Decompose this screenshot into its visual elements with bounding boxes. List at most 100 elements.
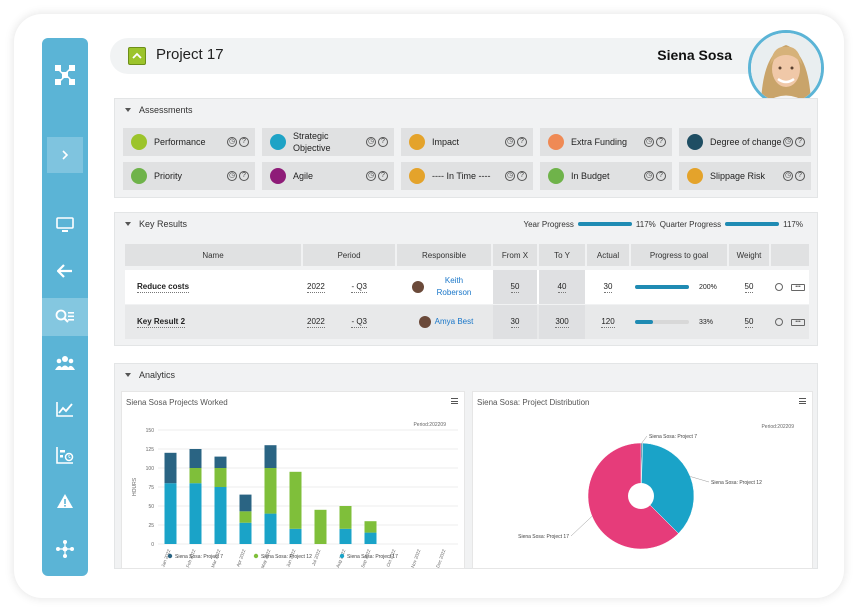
column-header[interactable]: Name [125,244,301,266]
help-icon[interactable]: ? [795,137,805,147]
x-tick-label: Dec 2022 [435,548,446,568]
period-quarter[interactable]: - Q3 [351,316,367,328]
to-value[interactable]: 40 [557,281,567,293]
logo-icon[interactable] [42,56,88,94]
table-row[interactable]: Key Result 2 2022 - Q3 Amya Best 30 300 120 33%… [125,305,809,339]
assessment-label: Extra Funding [571,137,628,147]
pie-chart-period: Period:202209 [761,424,794,430]
key-result-name[interactable]: Key Result 2 [137,316,186,328]
table-row[interactable]: Reduce costs 2022 - Q3 Keith Roberson 50 40 30… [125,270,809,304]
assessment-card[interactable]: Impact ◷? [401,128,533,156]
history-icon[interactable]: ◷ [783,171,793,181]
bar-segment [264,445,277,468]
column-header[interactable]: From X [493,244,537,266]
help-icon[interactable]: ? [517,137,527,147]
column-header[interactable]: To Y [539,244,585,266]
history-icon[interactable]: ◷ [366,137,376,147]
x-tick-label: Jan 2022 [160,548,171,568]
assessment-status-dot [548,168,564,184]
history-icon[interactable]: ◷ [644,137,654,147]
monitor-icon[interactable] [42,206,88,244]
pie-slice-label: Siena Sosa: Project 12 [711,480,762,486]
user-name: Siena Sosa [657,47,732,63]
actual-value[interactable]: 30 [603,281,613,293]
column-header[interactable]: Period [303,244,395,266]
period-quarter[interactable]: - Q3 [351,281,367,293]
collapse-project-button[interactable] [128,47,146,65]
back-arrow-icon[interactable] [42,252,88,290]
help-icon[interactable]: ? [517,171,527,181]
history-icon[interactable]: ◷ [783,137,793,147]
assessment-card[interactable]: Degree of change ◷? [679,128,811,156]
period-year[interactable]: 2022 [307,316,325,328]
assessment-card[interactable]: In Budget ◷? [540,162,672,190]
history-icon[interactable]: ◷ [227,171,237,181]
analytics-header[interactable]: Analytics [115,364,817,386]
column-header[interactable]: Weight [729,244,769,266]
key-result-name[interactable]: Reduce costs [137,281,190,293]
help-icon[interactable]: ? [239,137,249,147]
quarter-progress-bar [725,222,780,226]
history-icon[interactable]: ◷ [366,171,376,181]
analytics-icon[interactable] [42,390,88,428]
key-results-header[interactable]: Key Results [115,213,817,235]
assessment-card[interactable]: Slippage Risk ◷? [679,162,811,190]
x-tick-label: Oct 2022 [385,548,396,567]
y-tick-label: 25 [148,523,154,529]
column-header[interactable]: Responsible [397,244,491,266]
from-value[interactable]: 30 [510,316,520,328]
gantt-icon[interactable] [42,436,88,474]
history-icon[interactable]: ◷ [644,171,654,181]
bar-segment [214,468,227,487]
help-icon[interactable]: ? [239,171,249,181]
help-icon[interactable]: ? [656,171,666,181]
x-tick-label: Jul 2022 [311,548,322,566]
avatar[interactable] [748,30,824,106]
history-icon[interactable]: ◷ [227,137,237,147]
assessment-card[interactable]: ---- In Time ---- ◷? [401,162,533,190]
bar-segment [189,449,202,468]
weight-value[interactable]: 50 [744,316,754,328]
column-header-actions [771,244,809,266]
assessment-label: Agile [293,171,314,181]
assessments-header[interactable]: Assessments [115,99,817,121]
assessment-card[interactable]: Priority ◷? [123,162,255,190]
network-icon[interactable] [42,530,88,568]
column-header[interactable]: Actual [587,244,629,266]
history-icon[interactable]: ◷ [505,137,515,147]
weight-value[interactable]: 50 [744,281,754,293]
search-list-icon[interactable] [42,298,88,336]
assessment-label: Strategic Objective [293,131,331,153]
chart-menu-icon[interactable] [799,398,806,404]
legend-entry: Siena Sosa: Project 17 [347,554,398,560]
actual-value[interactable]: 120 [601,316,615,328]
responsible-name[interactable]: Keith Roberson [436,276,472,297]
help-icon[interactable]: ? [795,171,805,181]
more-options-icon[interactable]: ••• [791,318,805,326]
assessment-card[interactable]: Extra Funding ◷? [540,128,672,156]
expand-sidebar-button[interactable] [47,137,83,173]
clock-icon[interactable] [775,283,783,291]
assessment-label: In Budget [571,171,610,181]
key-results-title: Key Results [139,219,188,229]
assessment-card[interactable]: Performance ◷? [123,128,255,156]
bar-segment [164,483,177,544]
column-header[interactable]: Progress to goal [631,244,727,266]
assessment-card[interactable]: Agile ◷? [262,162,394,190]
bar-segment [264,513,277,544]
help-icon[interactable]: ? [656,137,666,147]
help-icon[interactable]: ? [378,137,388,147]
history-icon[interactable]: ◷ [505,171,515,181]
to-value[interactable]: 300 [555,316,569,328]
help-icon[interactable]: ? [378,171,388,181]
assessment-card[interactable]: Strategic Objective ◷? [262,128,394,156]
period-year[interactable]: 2022 [307,281,325,293]
team-icon[interactable] [42,344,88,382]
warning-icon[interactable] [42,482,88,520]
responsible-name[interactable]: Amya Best [434,317,474,326]
more-options-icon[interactable]: ••• [791,283,805,291]
from-value[interactable]: 50 [510,281,520,293]
chart-menu-icon[interactable] [451,398,458,404]
clock-icon[interactable] [775,318,783,326]
pie-label-connector [641,435,648,444]
